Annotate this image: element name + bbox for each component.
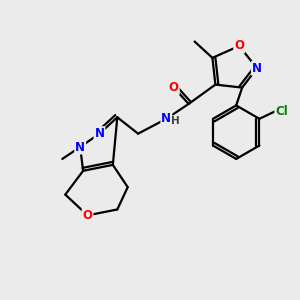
Text: N: N [252, 62, 262, 75]
Text: N: N [161, 112, 171, 125]
Text: H: H [172, 116, 180, 126]
Text: N: N [75, 140, 85, 154]
Text: O: O [169, 81, 179, 94]
Text: Cl: Cl [275, 105, 288, 118]
Text: O: O [82, 209, 93, 222]
Text: O: O [234, 40, 244, 52]
Text: N: N [94, 127, 104, 140]
